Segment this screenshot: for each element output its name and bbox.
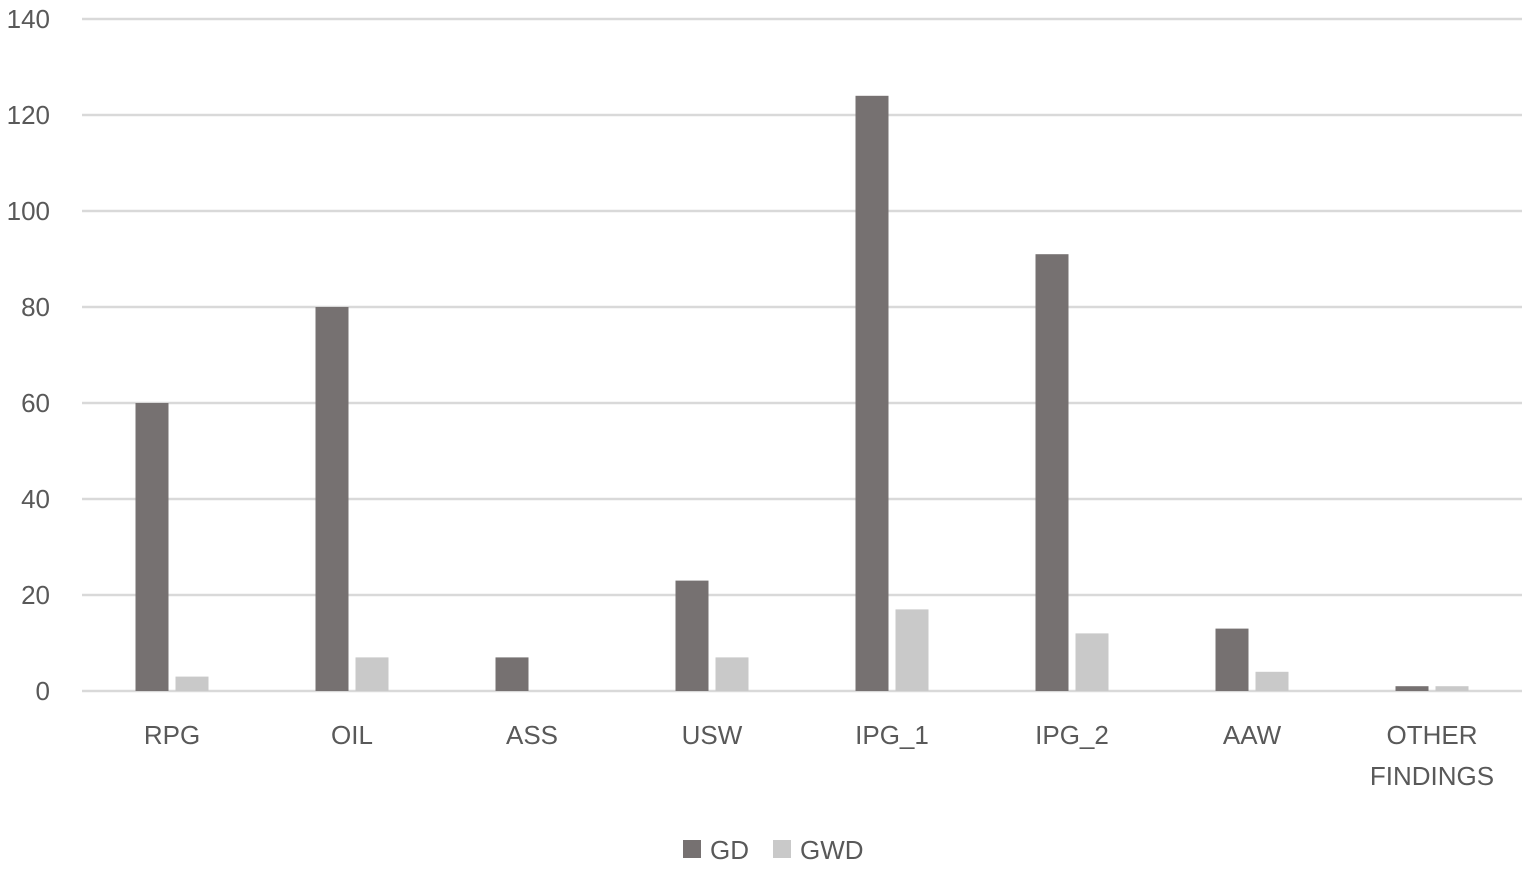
gridlines: [82, 17, 1522, 693]
bar-gwd-usw: [715, 657, 749, 691]
y-tick-label: 100: [7, 196, 50, 226]
bar-gd-aaw: [1215, 628, 1249, 691]
y-tick-label: 140: [7, 4, 50, 34]
x-category-label: FINDINGS: [1370, 761, 1494, 791]
x-category-label: IPG_1: [855, 720, 929, 750]
y-tick-label: 0: [36, 676, 50, 706]
bar-gd-other-findings: [1395, 686, 1429, 691]
bar-gwd-aaw: [1255, 671, 1289, 691]
legend: GD GWD: [683, 835, 864, 865]
bar-gd-oil: [315, 307, 349, 691]
y-tick-label: 60: [21, 388, 50, 418]
x-category-label: RPG: [144, 720, 200, 750]
bar-gwd-rpg: [175, 676, 209, 691]
y-axis-tick-labels: 0 20 40 60 80 100 120 140: [7, 4, 50, 706]
bar-gd-ass: [495, 657, 529, 691]
bars: [135, 95, 1469, 692]
bar-gd-usw: [675, 580, 709, 691]
x-category-label: USW: [682, 720, 743, 750]
y-tick-label: 120: [7, 100, 50, 130]
bar-gwd-other-findings: [1435, 686, 1469, 691]
y-tick-label: 80: [21, 292, 50, 322]
bar-gwd-oil: [355, 657, 389, 691]
legend-label-gd: GD: [710, 835, 749, 865]
y-tick-label: 20: [21, 580, 50, 610]
bar-gwd-ipg_2: [1075, 633, 1109, 691]
x-category-label: IPG_2: [1035, 720, 1109, 750]
bar-gd-ipg_2: [1035, 254, 1069, 691]
x-category-label: OIL: [331, 720, 373, 750]
legend-label-gwd: GWD: [800, 835, 864, 865]
y-tick-label: 40: [21, 484, 50, 514]
bar-gd-rpg: [135, 403, 169, 691]
x-category-label: ASS: [506, 720, 558, 750]
bar-gd-ipg_1: [855, 95, 889, 692]
x-category-label: AAW: [1223, 720, 1282, 750]
x-axis-category-labels: RPG OIL ASS USW IPG_1 IPG_2 AAW OTHER FINDINGS: [144, 720, 1494, 791]
bar-gwd-ipg_1: [895, 609, 929, 691]
x-category-label: OTHER: [1387, 720, 1478, 750]
legend-swatch-gwd: [773, 840, 791, 858]
legend-swatch-gd: [683, 840, 701, 858]
